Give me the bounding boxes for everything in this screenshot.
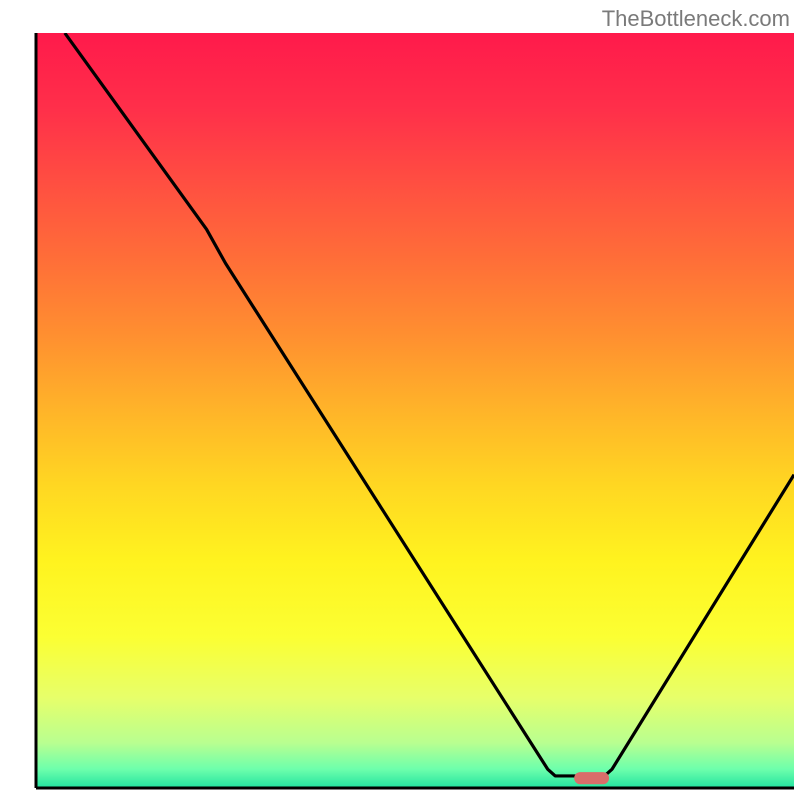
chart-container: TheBottleneck.com [0, 0, 800, 800]
watermark-text: TheBottleneck.com [602, 6, 790, 32]
optimal-marker [574, 772, 609, 784]
bottleneck-chart [0, 0, 800, 800]
chart-background [36, 33, 794, 788]
